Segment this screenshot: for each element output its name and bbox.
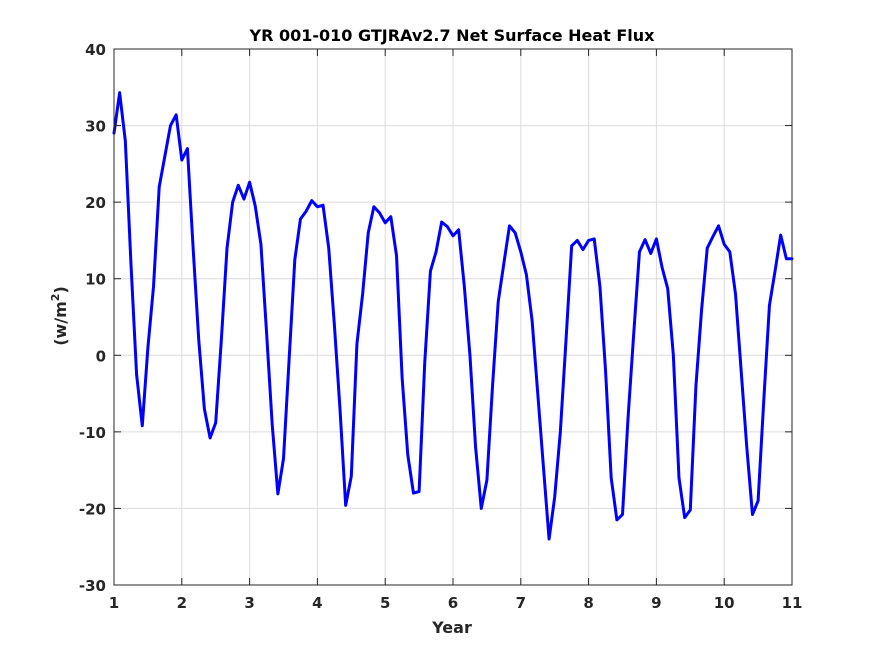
x-tick-label: 10 bbox=[714, 594, 735, 612]
x-tick-label: 5 bbox=[380, 594, 390, 612]
y-tick-label: 20 bbox=[85, 194, 106, 212]
y-tick-label: 10 bbox=[85, 271, 106, 289]
x-tick-label: 9 bbox=[651, 594, 661, 612]
x-tick-label: 6 bbox=[448, 594, 458, 612]
x-tick-label: 1 bbox=[109, 594, 119, 612]
x-tick-label: 2 bbox=[177, 594, 187, 612]
x-tick-label: 8 bbox=[583, 594, 593, 612]
grid bbox=[114, 49, 792, 585]
x-tick-label: 7 bbox=[516, 594, 526, 612]
x-tick-label: 4 bbox=[312, 594, 322, 612]
series-line bbox=[112, 91, 794, 541]
y-tick-label: 0 bbox=[96, 347, 106, 365]
y-axis-label-end: ) bbox=[51, 286, 70, 293]
x-axis-label: Year bbox=[431, 618, 472, 637]
y-tick-label: -20 bbox=[79, 500, 106, 518]
y-axis-label-main: (w/m bbox=[51, 301, 70, 346]
y-axis-label-sup: 2 bbox=[49, 294, 62, 302]
y-tick-label: 30 bbox=[85, 118, 106, 136]
y-tick-label: 40 bbox=[85, 41, 106, 59]
y-tick-label: -30 bbox=[79, 577, 106, 595]
y-tick-label: -10 bbox=[79, 424, 106, 442]
y-axis-label: (w/m2) bbox=[49, 286, 70, 346]
series-layer bbox=[112, 91, 794, 541]
ticks bbox=[113, 48, 793, 586]
tick-labels: 1 2 3 4 5 6 7 8 9 10 11 -30 -20 -10 0 10 20 30 40 bbox=[79, 41, 803, 612]
chart-title: YR 001-010 GTJRAv2.7 Net Surface Heat Fl… bbox=[249, 26, 656, 45]
x-tick-label: 11 bbox=[782, 594, 803, 612]
x-tick-label: 3 bbox=[244, 594, 254, 612]
